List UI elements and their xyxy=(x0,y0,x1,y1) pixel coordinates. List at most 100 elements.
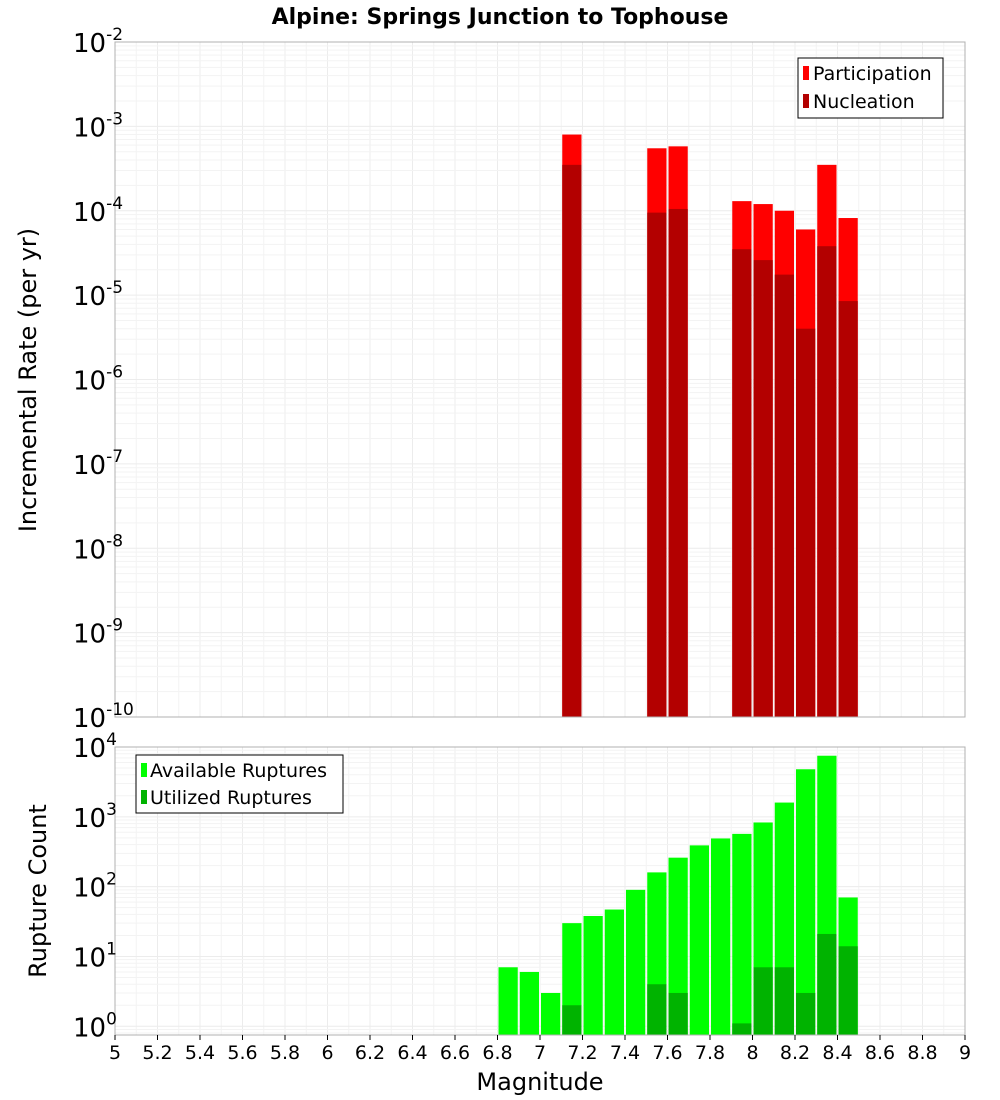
count-y-tick-exp: 3 xyxy=(106,800,117,820)
utilized-bar xyxy=(838,946,858,1035)
rate-bars xyxy=(562,134,858,718)
rate-panel: 10-210-310-410-510-610-710-810-910-10 In… xyxy=(14,25,966,734)
nucleation-bar xyxy=(668,208,688,717)
nucleation-bar xyxy=(647,212,667,717)
count-y-tick-base: 10 xyxy=(73,804,106,834)
rate-y-tick-label: 10-6 xyxy=(73,363,123,397)
available-bar xyxy=(689,845,709,1035)
count-y-tick-base: 10 xyxy=(73,734,106,764)
available-bar xyxy=(498,967,518,1035)
x-tick-label: 7.8 xyxy=(695,1042,725,1064)
count-y-tick-label: 103 xyxy=(73,800,117,834)
count-y-tick-label: 102 xyxy=(73,870,117,904)
participation-legend-label: Participation xyxy=(813,63,932,85)
available-bar xyxy=(626,889,646,1035)
x-tick-label: 5.6 xyxy=(227,1042,257,1064)
nucleation-bar xyxy=(774,274,794,717)
rate-y-tick-label: 10-8 xyxy=(73,531,123,565)
participation-legend-swatch xyxy=(803,66,809,80)
rate-y-tick-exp: -7 xyxy=(106,447,123,467)
x-tick-label: 5 xyxy=(109,1042,121,1064)
x-tick-label: 8.2 xyxy=(780,1042,810,1064)
count-y-tick-base: 10 xyxy=(73,874,106,904)
count-bars xyxy=(498,755,858,1035)
x-tick-label: 8 xyxy=(746,1042,758,1064)
count-legend[interactable]: Available Ruptures Utilized Ruptures xyxy=(135,754,344,814)
rate-y-tick-exp: -8 xyxy=(106,531,123,551)
rate-y-tick-exp: -10 xyxy=(106,700,134,720)
utilized-bar xyxy=(774,967,794,1035)
count-y-tick-exp: 0 xyxy=(106,1009,117,1029)
utilized-bar xyxy=(732,1023,752,1035)
x-tick-label: 9 xyxy=(959,1042,971,1064)
rate-y-tick-label: 10-10 xyxy=(73,700,134,734)
chart-title: Alpine: Springs Junction to Tophouse xyxy=(272,5,729,30)
utilized-bar xyxy=(817,933,837,1035)
rate-y-tick-exp: -4 xyxy=(106,194,123,214)
rate-y-tick-base: 10 xyxy=(73,367,106,397)
count-y-tick-exp: 1 xyxy=(106,939,117,959)
rate-y-tick-base: 10 xyxy=(73,198,106,228)
nucleation-bar xyxy=(838,301,858,717)
x-tick-label: 8.6 xyxy=(865,1042,895,1064)
x-axis-label: Magnitude xyxy=(476,1068,603,1096)
nucleation-bar xyxy=(753,260,773,717)
rate-y-tick-base: 10 xyxy=(73,451,106,481)
count-y-tick-base: 10 xyxy=(73,1013,106,1043)
rate-y-tick-exp: -9 xyxy=(106,616,123,636)
count-legend-box xyxy=(135,754,344,814)
rate-legend-box xyxy=(797,57,944,119)
available-legend-label: Available Ruptures xyxy=(150,760,327,782)
x-tick-label: 8.8 xyxy=(907,1042,937,1064)
rate-y-tick-label: 10-5 xyxy=(73,278,123,312)
rate-y-tick-base: 10 xyxy=(73,620,106,650)
rate-y-tick-base: 10 xyxy=(73,704,106,734)
x-tick-label: 5.4 xyxy=(185,1042,215,1064)
count-y-tick-base: 10 xyxy=(73,943,106,973)
rate-y-tick-label: 10-2 xyxy=(73,25,123,59)
count-y-tick-label: 104 xyxy=(73,730,117,764)
available-bar xyxy=(519,971,539,1035)
count-y-tick-label: 101 xyxy=(73,939,117,973)
nucleation-legend-label: Nucleation xyxy=(813,91,915,113)
rate-y-tick-exp: -6 xyxy=(106,363,123,383)
count-y-tick-label: 100 xyxy=(73,1009,117,1043)
x-tick-label: 5.2 xyxy=(142,1042,172,1064)
available-bar xyxy=(711,838,731,1035)
count-y-axis-label: Rupture Count xyxy=(24,804,52,978)
x-tick-label: 7.6 xyxy=(652,1042,682,1064)
x-tick-label: 6.8 xyxy=(482,1042,512,1064)
x-tick-label: 6.2 xyxy=(355,1042,385,1064)
nucleation-bar xyxy=(562,164,582,718)
rate-y-tick-base: 10 xyxy=(73,29,106,59)
utilized-bar xyxy=(668,992,688,1035)
utilized-bar xyxy=(753,967,773,1035)
rate-y-axis-label: Incremental Rate (per yr) xyxy=(14,228,42,532)
x-tick-label: 8.4 xyxy=(822,1042,852,1064)
x-ticks: 5 5.2 5.4 5.6 5.8 6 6.2 6.4 6.6 6.8 7 7.2 7.4 7.6 7.8 8… xyxy=(109,1035,971,1064)
rate-y-ticks: 10-210-310-410-510-610-710-810-910-10 xyxy=(73,25,134,734)
available-bar xyxy=(796,769,816,1035)
rate-legend[interactable]: Participation Nucleation xyxy=(797,57,944,119)
x-tick-label: 7.2 xyxy=(567,1042,597,1064)
rate-y-tick-label: 10-4 xyxy=(73,194,123,228)
rate-y-tick-exp: -2 xyxy=(106,25,123,45)
available-legend-swatch xyxy=(141,763,147,777)
rate-y-tick-exp: -5 xyxy=(106,278,123,298)
rate-y-tick-exp: -3 xyxy=(106,109,123,129)
nucleation-bar xyxy=(732,249,752,718)
utilized-bar xyxy=(796,992,816,1035)
rate-y-tick-label: 10-9 xyxy=(73,616,123,650)
x-tick-label: 5.8 xyxy=(270,1042,300,1064)
rate-y-tick-base: 10 xyxy=(73,113,106,143)
x-tick-label: 7.4 xyxy=(610,1042,640,1064)
x-tick-label: 6.6 xyxy=(440,1042,470,1064)
nucleation-legend-swatch xyxy=(803,94,809,108)
available-bar xyxy=(604,909,624,1035)
count-y-tick-exp: 4 xyxy=(106,730,117,750)
x-tick-label: 6 xyxy=(321,1042,333,1064)
utilized-bar xyxy=(562,1005,582,1035)
